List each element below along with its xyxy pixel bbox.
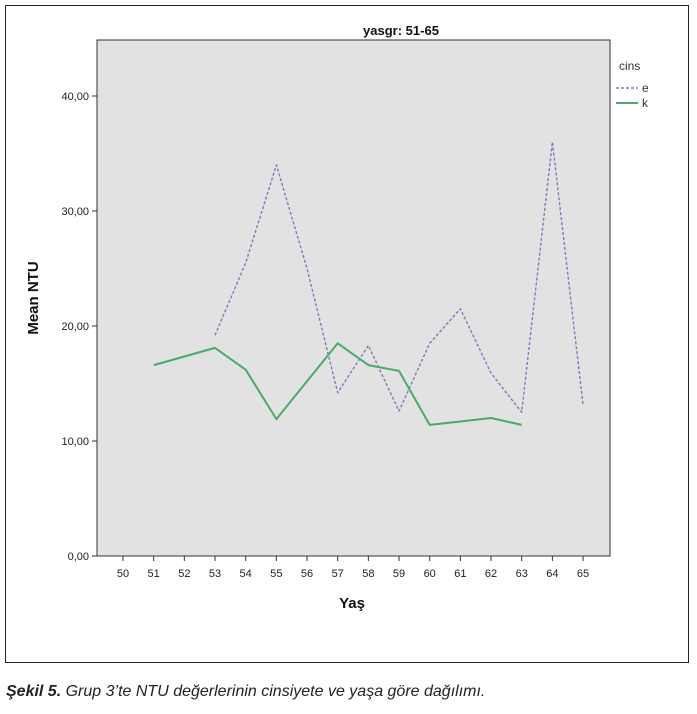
x-axis-title: Yaş bbox=[339, 595, 365, 612]
x-tick-label: 63 bbox=[516, 568, 528, 580]
x-tick-label: 50 bbox=[117, 568, 129, 580]
x-tick-label: 55 bbox=[270, 568, 282, 580]
legend: cins ek bbox=[616, 59, 649, 110]
legend-label-k: k bbox=[642, 96, 649, 110]
y-tick-label: 30,00 bbox=[61, 206, 89, 218]
x-tick-label: 52 bbox=[178, 568, 190, 580]
y-tick-label: 10,00 bbox=[61, 436, 89, 448]
x-tick-label: 64 bbox=[546, 568, 558, 580]
caption-text: Grup 3’te NTU değerlerinin cinsiyete ve … bbox=[65, 683, 486, 700]
x-axis: 50 51 52 53 54 55 56 57 58 59 60 61 62 63 64 65 bbox=[117, 556, 589, 580]
x-tick-label: 59 bbox=[393, 568, 405, 580]
x-tick-label: 57 bbox=[332, 568, 344, 580]
y-axis: 0,00 10,00 20,00 30,00 40,00 bbox=[61, 91, 97, 563]
x-tick-label: 65 bbox=[577, 568, 589, 580]
chart: yasgr: 51-65 Yaş Mean NTU 0,00 10,00 20,00… bbox=[25, 23, 649, 612]
plot-background bbox=[96, 39, 611, 557]
y-tick-label: 20,00 bbox=[61, 321, 89, 333]
x-tick-label: 61 bbox=[454, 568, 466, 580]
x-tick-label: 56 bbox=[301, 568, 313, 580]
x-tick-label: 51 bbox=[148, 568, 160, 580]
y-axis-title: Mean NTU bbox=[25, 261, 42, 334]
x-tick-label: 54 bbox=[240, 568, 252, 580]
figure-caption: Şekil 5. Grup 3’te NTU değerlerinin cins… bbox=[6, 683, 485, 701]
caption-label: Şekil 5. bbox=[6, 683, 62, 700]
x-tick-label: 53 bbox=[209, 568, 221, 580]
y-tick-label: 0,00 bbox=[68, 551, 89, 563]
legend-title: cins bbox=[619, 59, 640, 73]
x-tick-label: 62 bbox=[485, 568, 497, 580]
y-tick-label: 40,00 bbox=[61, 91, 89, 103]
x-tick-label: 58 bbox=[362, 568, 374, 580]
legend-label-e: e bbox=[642, 81, 649, 95]
series-layer bbox=[153, 141, 584, 426]
x-tick-label: 60 bbox=[424, 568, 436, 580]
chart-title: yasgr: 51-65 bbox=[363, 23, 439, 38]
